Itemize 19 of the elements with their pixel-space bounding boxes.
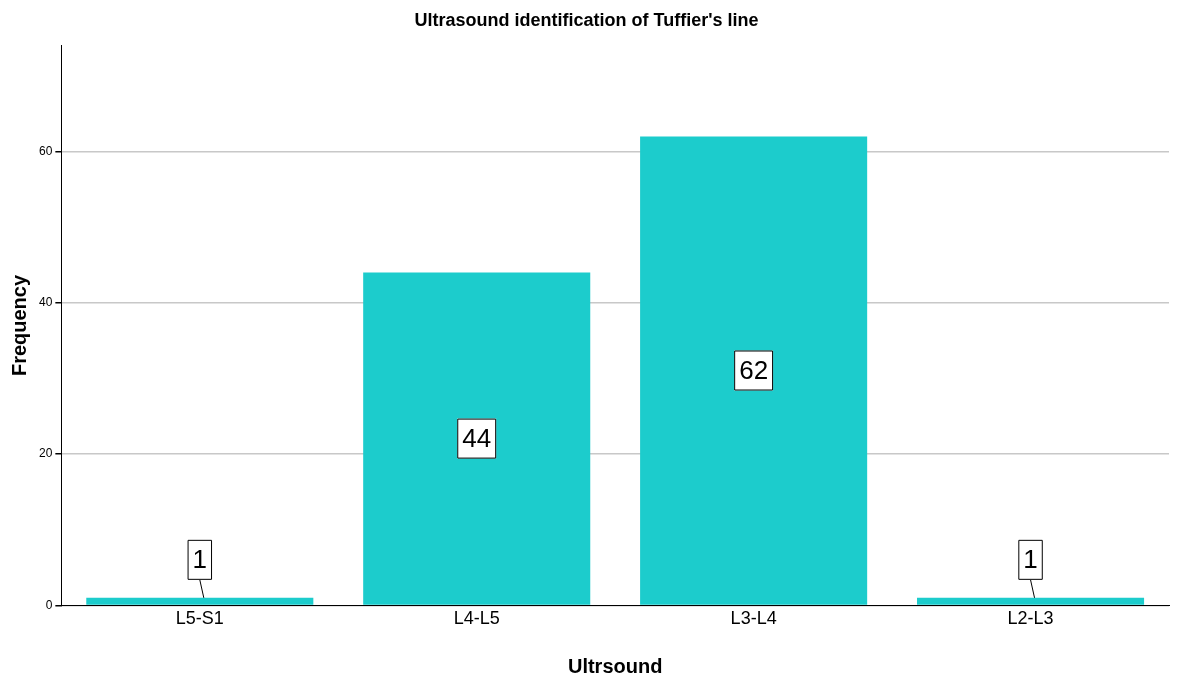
x-tick-label: L5-S1 — [175, 608, 224, 629]
y-tick-label: 0 — [45, 597, 53, 612]
x-tick-label: L4-L5 — [453, 608, 500, 629]
y-tick-label: 40 — [38, 295, 53, 310]
data-label: 44 — [462, 422, 492, 453]
x-axis-title: Ultrsound — [567, 654, 663, 677]
y-tick-label: 60 — [38, 143, 53, 158]
bar — [640, 136, 868, 605]
data-label: 1 — [1023, 544, 1038, 575]
x-tick-label: L3-L4 — [730, 608, 777, 629]
y-tick-label: 20 — [38, 446, 53, 461]
bar — [917, 597, 1145, 605]
y-axis-title: Frequency — [7, 274, 30, 377]
x-tick-label: L2-L3 — [1007, 608, 1054, 629]
chart-title: Ultrasound identification of Tuffier's line — [414, 9, 759, 30]
bar — [86, 597, 314, 605]
data-label: 62 — [739, 354, 769, 385]
data-label: 1 — [192, 544, 208, 575]
bar — [363, 272, 591, 605]
